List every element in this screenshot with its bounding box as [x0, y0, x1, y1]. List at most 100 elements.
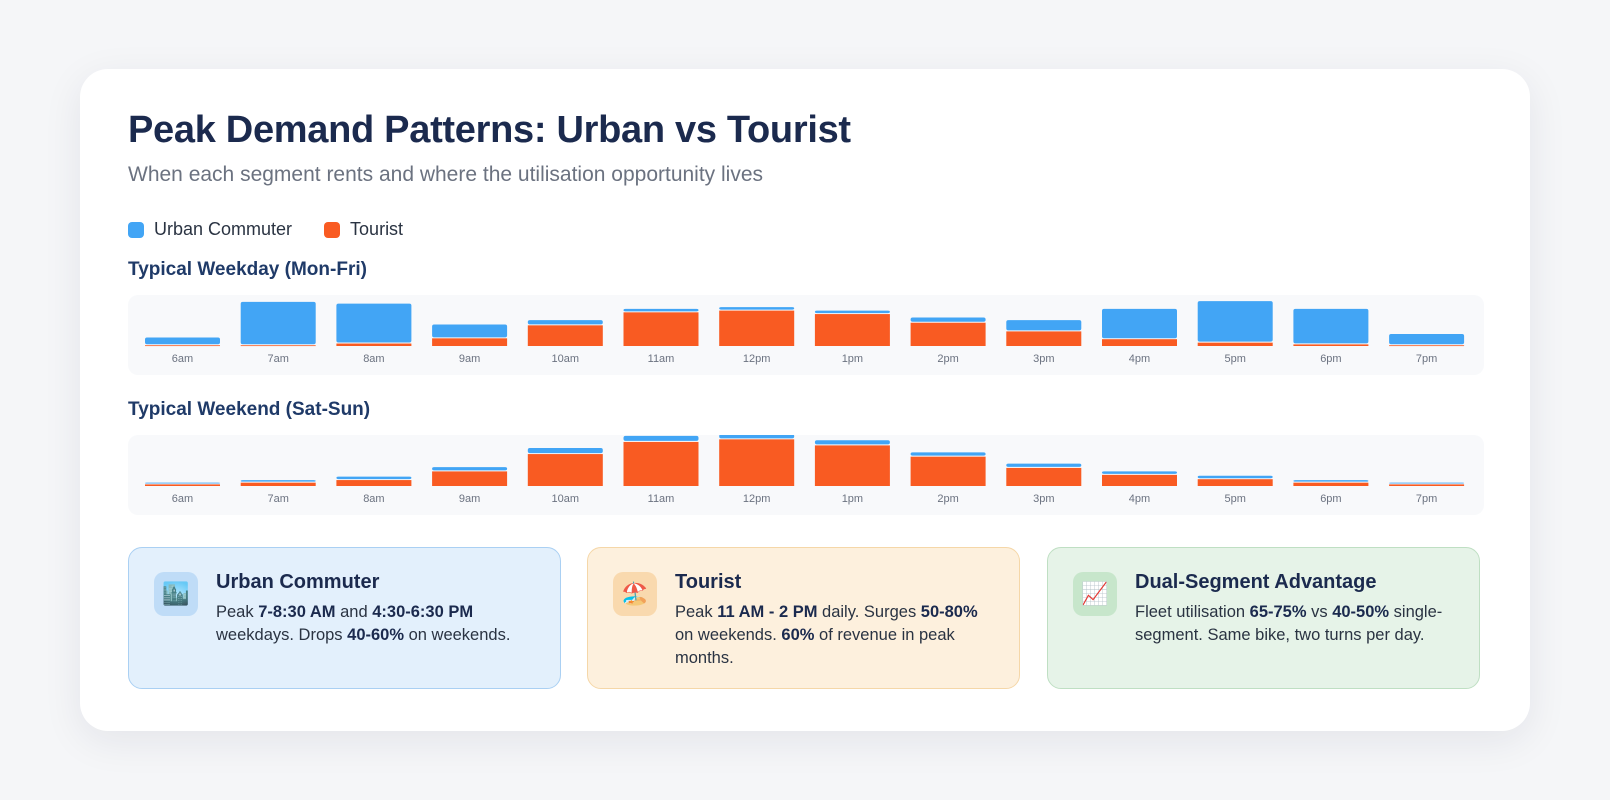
weekday-chart-title: Typical Weekday (Mon-Fri) [128, 259, 367, 280]
weekday-bar-urban-11am [623, 308, 699, 312]
weekend-bar-urban-7am [240, 480, 316, 482]
beach-umbrella-icon: 🏖️ [613, 572, 657, 616]
weekday-bar-tourist-2pm [910, 322, 986, 346]
weekend-tick-label: 4pm [1129, 493, 1150, 505]
weekday-bar-urban-9am [432, 324, 508, 338]
weekday-bar-tourist-6am [145, 345, 220, 347]
legend-swatch-urban [128, 221, 144, 238]
urban-card-text: Peak 7-8:30 AM and 4:30-6:30 PM weekdays… [216, 603, 511, 644]
weekday-bar-urban-6pm [1293, 308, 1369, 344]
dual-card-text: Fleet utilisation 65-75% vs 40-50% singl… [1135, 603, 1443, 644]
weekday-bar-tourist-1pm [814, 314, 890, 346]
weekday-bar-urban-7am [240, 301, 316, 345]
weekday-bar-urban-3pm [1006, 320, 1082, 331]
chart-card: Peak Demand Patterns: Urban vs Tourist W… [80, 69, 1530, 731]
weekday-bar-tourist-4pm [1102, 339, 1177, 346]
weekend-bar-urban-7pm [1389, 482, 1465, 484]
weekday-bar-urban-4pm [1102, 308, 1177, 339]
weekday-tick-label: 1pm [842, 353, 863, 365]
chart-increasing-icon: 📈 [1073, 572, 1117, 616]
weekend-tick-label: 6am [172, 493, 193, 505]
weekday-bar-urban-10am [527, 320, 603, 325]
weekend-bar-tourist-6am [145, 484, 220, 486]
tourist-card: 🏖️ Tourist Peak 11 AM - 2 PM daily. Surg… [587, 547, 1020, 689]
weekday-bar-tourist-7pm [1389, 345, 1465, 347]
legend-swatch-tourist [324, 221, 341, 238]
weekend-bar-urban-5pm [1197, 475, 1273, 479]
weekend-chart-title: Typical Weekend (Sat-Sun) [128, 399, 371, 420]
urban-commuter-card: 🏙️ Urban Commuter Peak 7-8:30 AM and 4:3… [128, 547, 561, 689]
weekend-tick-label: 1pm [842, 493, 863, 505]
weekday-tick-label: 12pm [743, 353, 771, 365]
weekday-bar-urban-2pm [910, 317, 986, 322]
weekend-bar-urban-4pm [1102, 471, 1177, 474]
weekday-bar-urban-12pm [719, 307, 795, 310]
weekend-bar-tourist-5pm [1197, 479, 1273, 486]
weekend-bar-tourist-6pm [1293, 482, 1369, 486]
weekend-bar-urban-6pm [1293, 480, 1369, 482]
weekend-bar-tourist-12pm [719, 439, 795, 486]
weekday-bar-urban-1pm [814, 310, 890, 314]
weekday-tick-label: 11am [648, 353, 675, 365]
weekday-tick-label: 4pm [1129, 353, 1150, 365]
weekend-bar-tourist-2pm [910, 456, 986, 486]
weekend-bar-urban-1pm [814, 440, 890, 445]
weekend-bar-tourist-7am [240, 482, 316, 486]
weekday-bar-urban-5pm [1197, 301, 1273, 342]
weekday-tick-label: 5pm [1224, 353, 1245, 365]
urban-card-title: Urban Commuter [216, 571, 380, 593]
weekend-bar-urban-10am [527, 448, 603, 454]
weekend-bar-tourist-4pm [1102, 474, 1177, 486]
weekend-bar-tourist-3pm [1006, 467, 1082, 486]
tourist-card-title: Tourist [675, 571, 742, 593]
weekend-tick-label: 10am [552, 493, 580, 505]
weekday-tick-label: 7am [267, 353, 288, 365]
weekend-bar-tourist-10am [527, 454, 603, 486]
weekday-bar-tourist-5pm [1197, 342, 1273, 346]
weekend-bar-tourist-11am [623, 441, 699, 486]
weekend-tick-label: 7pm [1416, 493, 1437, 505]
weekend-bar-urban-6am [145, 482, 220, 484]
weekend-bar-urban-9am [432, 467, 508, 471]
page-title: Peak Demand Patterns: Urban vs Tourist [128, 109, 851, 151]
weekend-bar-urban-2pm [910, 452, 986, 456]
weekday-bar-tourist-12pm [719, 310, 795, 346]
weekday-bar-urban-8am [336, 303, 412, 343]
weekend-bar-tourist-7pm [1389, 484, 1465, 486]
weekday-tick-label: 6am [172, 353, 193, 365]
weekend-tick-label: 12pm [743, 493, 771, 505]
weekday-tick-label: 2pm [937, 353, 958, 365]
weekend-bar-tourist-1pm [814, 445, 890, 486]
legend-label-urban: Urban Commuter [154, 219, 293, 239]
weekday-tick-label: 3pm [1033, 353, 1054, 365]
dual-segment-card: 📈 Dual-Segment Advantage Fleet utilisati… [1047, 547, 1480, 689]
weekend-chart-panel: 6am 7am 8am 9am 10am 11am 12pm 1pm 2pm 3pm 4pm 5pm 6… [128, 435, 1484, 515]
weekend-tick-label: 3pm [1033, 493, 1054, 505]
weekday-bar-tourist-11am [623, 312, 699, 346]
weekday-bar-tourist-8am [336, 343, 412, 346]
legend-label-tourist: Tourist [350, 219, 404, 239]
weekday-chart: 6am 7am 8am 9am 10am 11am 12pm 1pm 2pm 3pm 4pm 5pm 6… [145, 301, 1465, 365]
weekend-tick-label: 9am [459, 493, 480, 505]
legend-item-urban: Urban Commuter [128, 219, 292, 240]
page-subtitle: When each segment rents and where the ut… [128, 163, 764, 186]
city-icon: 🏙️ [154, 572, 198, 616]
weekday-tick-label: 6pm [1320, 353, 1341, 365]
weekend-tick-label: 5pm [1224, 493, 1245, 505]
weekday-chart-panel: 6am 7am 8am 9am 10am 11am 12pm 1pm 2pm 3pm 4pm 5pm 6… [128, 295, 1484, 375]
weekend-bar-urban-8am [336, 476, 412, 480]
weekday-bar-tourist-7am [240, 345, 316, 347]
weekend-bar-urban-11am [623, 435, 699, 441]
weekday-tick-label: 10am [552, 353, 580, 365]
weekend-bar-urban-12pm [719, 435, 795, 439]
weekend-bar-tourist-9am [432, 471, 508, 486]
weekend-chart: 6am 7am 8am 9am 10am 11am 12pm 1pm 2pm 3pm 4pm 5pm 6… [145, 435, 1465, 505]
weekend-tick-label: 6pm [1320, 493, 1341, 505]
weekend-tick-label: 11am [648, 493, 675, 505]
weekday-bar-tourist-3pm [1006, 331, 1082, 346]
weekday-tick-label: 7pm [1416, 353, 1437, 365]
weekday-bar-urban-6am [145, 337, 220, 345]
dual-card-title: Dual-Segment Advantage [1135, 571, 1377, 593]
weekend-tick-label: 8am [363, 493, 384, 505]
weekday-tick-label: 8am [363, 353, 384, 365]
